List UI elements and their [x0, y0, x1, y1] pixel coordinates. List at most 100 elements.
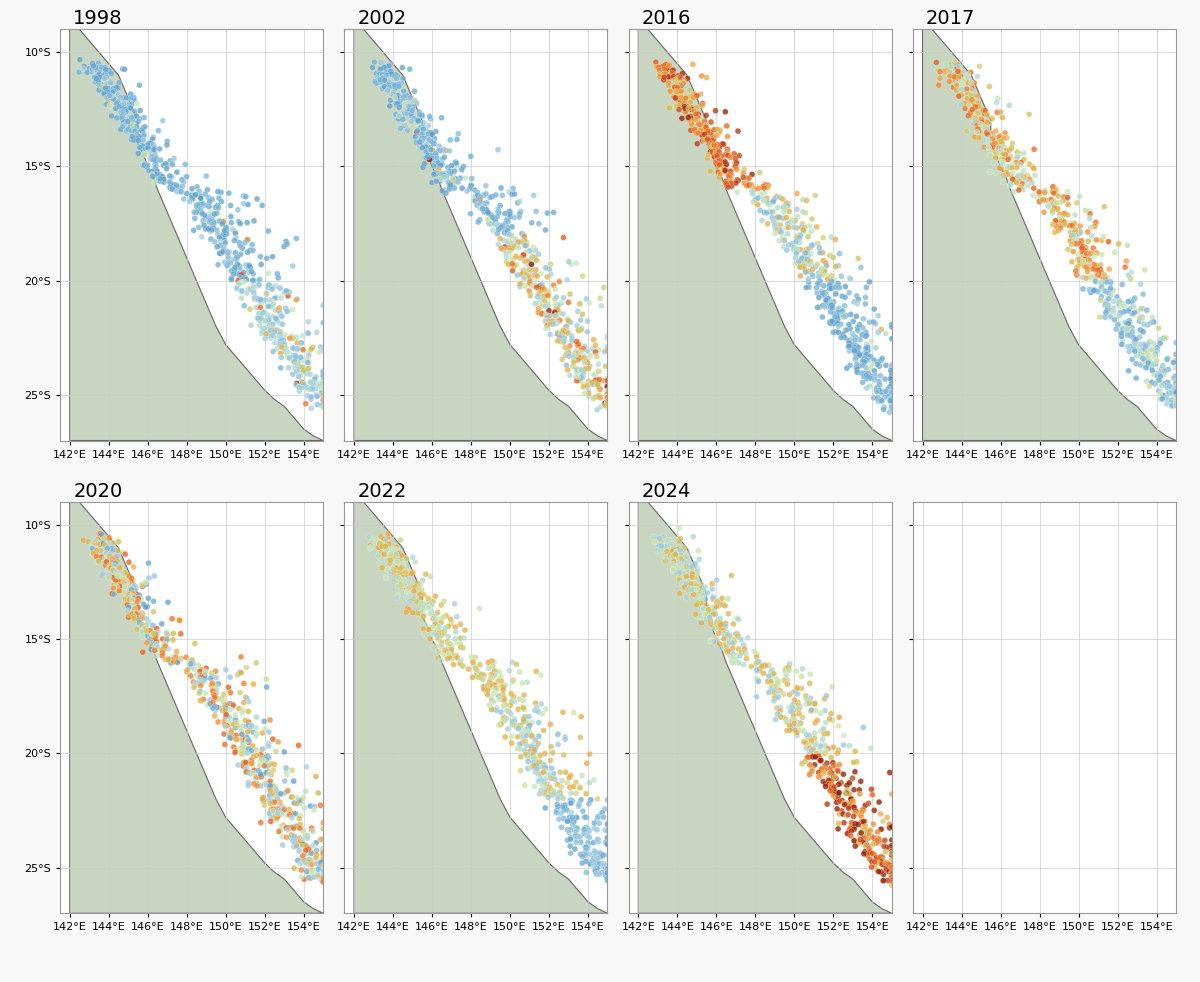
Point [718, 129, 737, 144]
Point [222, 263, 241, 279]
Point [998, 151, 1018, 167]
Point [1112, 333, 1132, 349]
Point [230, 270, 250, 286]
Point [940, 74, 959, 89]
Point [1121, 293, 1140, 308]
Point [419, 622, 438, 637]
Point [152, 174, 172, 190]
Point [574, 846, 593, 862]
Point [991, 143, 1010, 159]
Point [451, 630, 470, 646]
Point [224, 262, 244, 278]
Point [422, 604, 442, 620]
Point [566, 821, 586, 837]
Point [671, 84, 690, 100]
Point [266, 743, 286, 759]
Point [1080, 245, 1099, 260]
Point [697, 609, 716, 625]
Point [983, 132, 1002, 147]
Point [654, 528, 673, 544]
Point [433, 609, 452, 625]
Point [484, 685, 503, 701]
Point [397, 95, 416, 111]
Point [498, 226, 517, 242]
Point [268, 341, 287, 356]
Point [839, 800, 858, 816]
Point [520, 274, 539, 290]
Point [313, 841, 332, 856]
Point [882, 864, 901, 880]
Point [161, 153, 180, 169]
Point [540, 307, 559, 323]
Point [1121, 300, 1140, 316]
Point [161, 655, 180, 671]
Point [569, 338, 588, 354]
Point [826, 784, 845, 799]
Point [390, 553, 409, 569]
Point [427, 147, 446, 163]
Point [389, 578, 408, 594]
Point [203, 694, 222, 710]
Point [840, 357, 859, 373]
Point [790, 235, 809, 250]
Point [424, 625, 443, 640]
Point [727, 161, 746, 177]
Point [854, 351, 874, 366]
Point [742, 659, 761, 675]
Point [1076, 240, 1096, 255]
Point [568, 373, 587, 389]
Point [377, 542, 396, 558]
Point [827, 791, 846, 806]
Point [426, 617, 445, 632]
Point [803, 749, 822, 765]
Point [526, 695, 545, 711]
Point [586, 845, 605, 860]
Point [799, 695, 818, 711]
Point [684, 575, 703, 591]
Point [100, 571, 119, 586]
Point [283, 301, 302, 317]
Point [388, 90, 407, 106]
Point [556, 732, 575, 747]
Point [439, 174, 458, 190]
Point [1123, 329, 1142, 345]
Point [384, 84, 403, 100]
Point [1150, 372, 1169, 388]
Text: 2024: 2024 [642, 481, 691, 501]
Point [182, 190, 202, 205]
Point [764, 684, 784, 700]
Point [810, 768, 829, 784]
Point [379, 58, 398, 74]
Point [545, 786, 564, 801]
Point [655, 61, 674, 77]
Point [805, 696, 824, 712]
Point [1122, 294, 1141, 309]
Point [71, 52, 90, 68]
Point [488, 674, 508, 689]
Point [109, 534, 128, 550]
Point [212, 690, 232, 706]
Point [499, 227, 518, 243]
Point [696, 579, 715, 595]
Point [560, 338, 580, 354]
Point [106, 100, 125, 116]
Point [874, 813, 893, 829]
Point [383, 546, 402, 562]
Point [1064, 228, 1084, 244]
Point [853, 720, 872, 736]
Point [707, 156, 726, 172]
Point [157, 157, 176, 173]
Point [949, 65, 968, 81]
Point [222, 270, 241, 286]
Point [217, 718, 236, 734]
Point [458, 661, 478, 677]
Point [811, 300, 830, 315]
Point [397, 106, 416, 122]
Point [719, 166, 738, 182]
Point [265, 783, 284, 798]
Point [568, 334, 587, 350]
Point [1070, 218, 1090, 234]
Point [760, 657, 779, 673]
Point [197, 168, 216, 184]
Point [1099, 234, 1118, 249]
